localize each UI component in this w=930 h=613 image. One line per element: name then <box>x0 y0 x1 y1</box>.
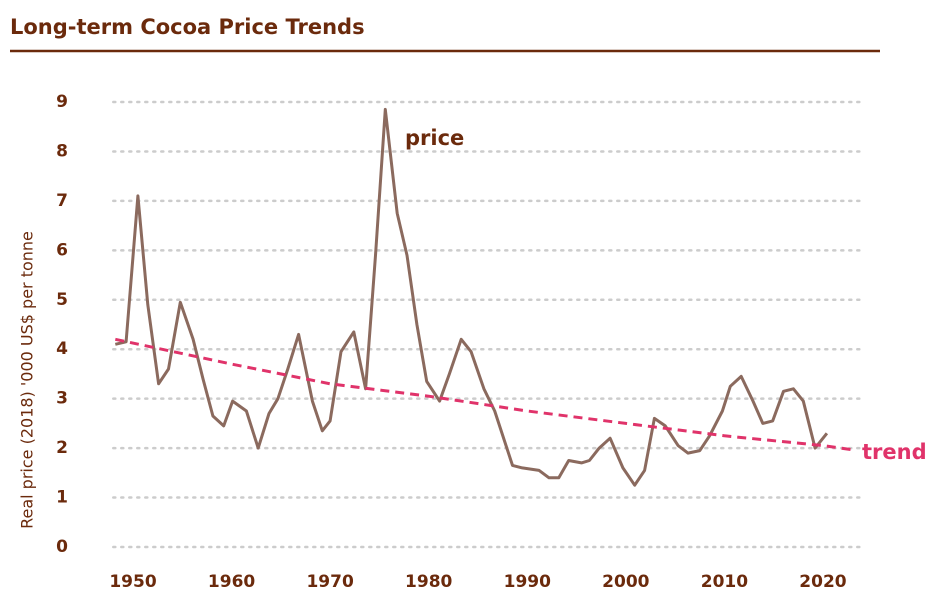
y-tick-label: 8 <box>56 141 68 161</box>
y-tick-label: 4 <box>56 339 68 359</box>
y-tick-label: 2 <box>56 438 68 458</box>
y-tick-label: 1 <box>56 488 68 508</box>
x-tick-label: 1970 <box>306 572 353 592</box>
y-tick-label: 9 <box>56 92 68 112</box>
y-tick-label: 5 <box>56 290 68 310</box>
y-tick-label: 0 <box>56 537 68 557</box>
y-tick-label: 3 <box>56 389 68 409</box>
chart-title: Long-term Cocoa Price Trends <box>10 15 365 39</box>
x-tick-label: 1980 <box>405 572 452 592</box>
x-tick-label: 1950 <box>109 572 156 592</box>
x-tick-label: 1960 <box>208 572 255 592</box>
y-tick-label: 6 <box>56 240 68 260</box>
x-tick-label: 2020 <box>799 572 846 592</box>
x-tick-label: 2000 <box>602 572 649 592</box>
y-axis-label: Real price (2018) '000 US$ per tonne <box>18 231 37 529</box>
series-line <box>114 337 852 452</box>
x-tick-label: 2010 <box>701 572 748 592</box>
series-label: trend <box>862 440 927 464</box>
y-tick-label: 7 <box>56 191 68 211</box>
series-label: price <box>405 126 464 150</box>
x-tick-label: 1990 <box>504 572 551 592</box>
series-line <box>114 107 829 487</box>
